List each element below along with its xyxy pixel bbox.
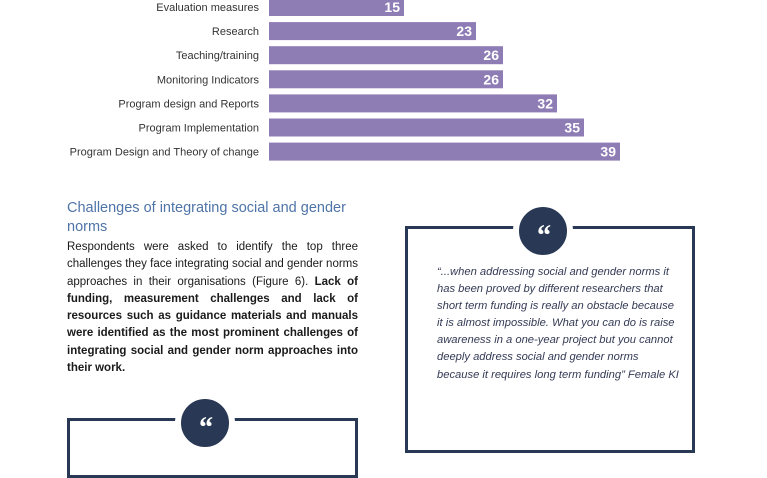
quote-mark-icon: “: [175, 393, 235, 453]
bar-value-label: 26: [483, 47, 499, 63]
category-label: Evaluation measures: [156, 2, 259, 14]
quote-mark-icon: “: [513, 201, 573, 261]
category-label: Teaching/training: [176, 50, 259, 62]
bar-6: [269, 142, 620, 161]
bar-value-label: 26: [483, 71, 499, 87]
category-label: Monitoring Indicators: [157, 74, 260, 86]
category-label: Program Design and Theory of change: [70, 147, 259, 159]
bar-2: [269, 46, 503, 65]
body-paragraph: Respondents were asked to identify the t…: [67, 239, 358, 377]
bar-value-label: 32: [537, 95, 553, 111]
quote-text: “...when addressing social and gender no…: [437, 266, 679, 381]
body-text-regular: Respondents were asked to identify the t…: [67, 241, 358, 288]
bar-value-label: 15: [384, 0, 400, 15]
bar-0: [269, 0, 404, 16]
category-label: Research: [212, 26, 259, 38]
bar-3: [269, 70, 503, 89]
bar-chart: Evaluation measures 15 Research 23 Teaching/…: [70, 0, 620, 161]
bar-value-label: 35: [564, 120, 580, 136]
section-heading: Challenges of integrating social and gen…: [67, 200, 346, 235]
category-label: Program design and Reports: [118, 98, 259, 110]
bar-value-label: 23: [456, 23, 472, 39]
bar-5: [269, 118, 584, 137]
category-label: Program Implementation: [139, 123, 259, 135]
bar-value-label: 39: [600, 144, 616, 160]
bar-1: [269, 22, 476, 41]
body-text-bold: Lack of funding, measurement challenges …: [67, 275, 358, 375]
bar-4: [269, 94, 557, 113]
